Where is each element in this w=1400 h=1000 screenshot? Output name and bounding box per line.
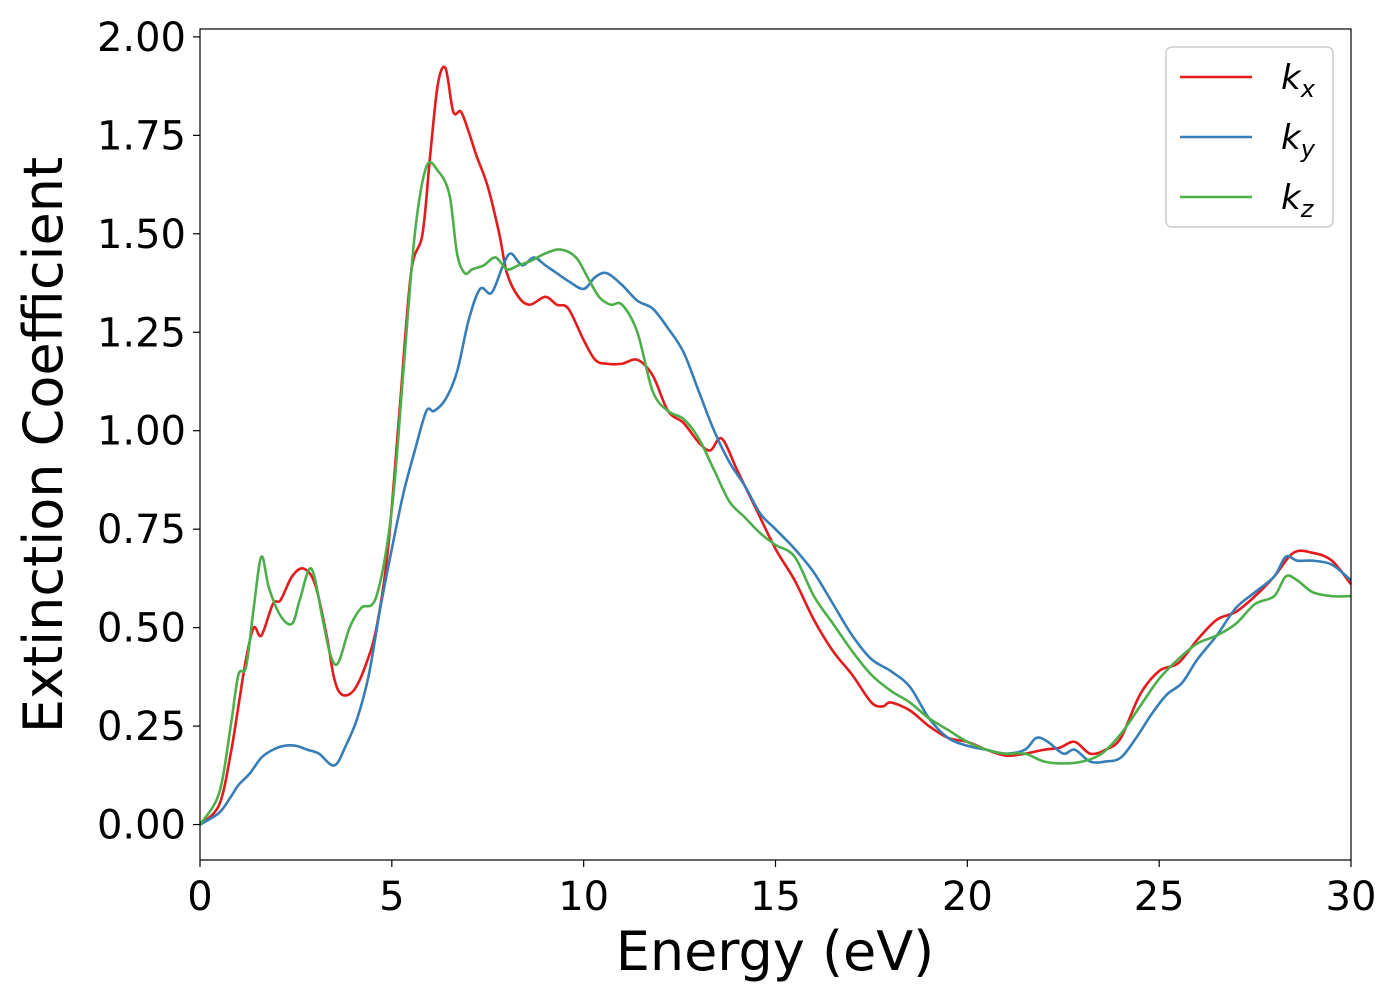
y-tick-label: 1.00 xyxy=(97,409,186,455)
x-tick-label: 0 xyxy=(187,874,212,920)
x-tick-label: 30 xyxy=(1326,874,1377,920)
y-tick-label: 1.75 xyxy=(97,113,186,159)
legend-label-kz: kz xyxy=(1281,178,1315,223)
legend-label-kx: kx xyxy=(1281,58,1316,103)
y-tick-label: 1.50 xyxy=(97,212,186,258)
x-axis-ticks: 0 5 10 15 20 25 30 xyxy=(187,860,1376,920)
y-axis-label: Extinction Coefficient xyxy=(12,157,75,733)
x-tick-label: 25 xyxy=(1134,874,1185,920)
x-tick-label: 5 xyxy=(379,874,404,920)
x-tick-label: 10 xyxy=(558,874,609,920)
y-axis-ticks: 0.00 0.25 0.50 0.75 1.00 1.25 1.50 1.75 2.00 xyxy=(97,15,200,849)
y-tick-label: 0.00 xyxy=(97,803,186,849)
legend-label-ky: ky xyxy=(1281,118,1316,163)
y-tick-label: 0.25 xyxy=(97,704,186,750)
y-tick-label: 0.75 xyxy=(97,507,186,553)
y-tick-label: 1.25 xyxy=(97,310,186,356)
y-tick-label: 0.50 xyxy=(97,606,186,652)
x-tick-label: 15 xyxy=(750,874,801,920)
series-layer xyxy=(198,65,1353,826)
x-axis-label: Energy (eV) xyxy=(616,920,935,983)
y-tick-label: 2.00 xyxy=(97,15,186,61)
x-tick-label: 20 xyxy=(942,874,993,920)
series-line-kz xyxy=(198,160,1352,826)
legend: kx ky kz xyxy=(1165,46,1334,228)
series-line-kx xyxy=(199,65,1353,826)
series-line-ky xyxy=(199,252,1352,826)
